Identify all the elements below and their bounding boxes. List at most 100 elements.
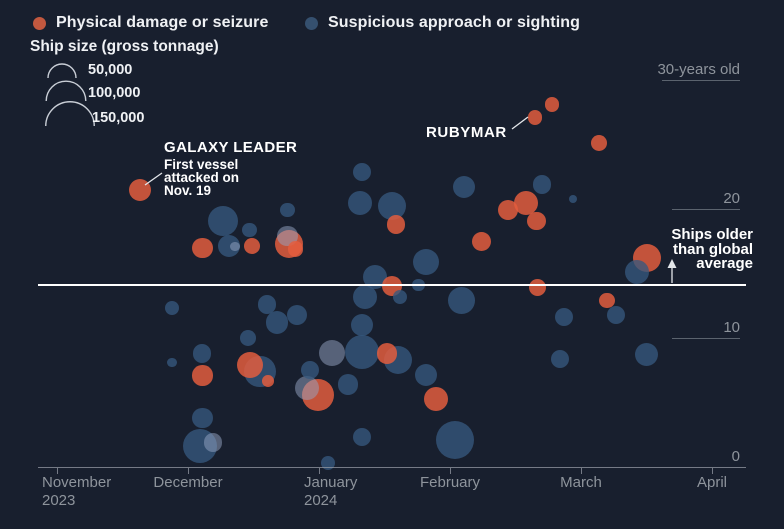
bubble-damage [192,237,213,258]
y-tick-rule-10 [672,338,740,339]
bubble-damage [236,352,263,379]
bubble-approach [321,455,336,471]
galaxy-leader-title: GALAXY LEADER [164,139,298,156]
bubble-approach [345,335,380,370]
bubble-approach [203,433,222,452]
bubble-damage [244,238,261,255]
approach-legend-dot-icon [305,16,318,30]
bubble-approach [242,222,257,237]
approach-legend-label: Suspicious approach or sighting [328,14,581,31]
x-tick-mark [581,468,582,474]
damage-legend-label: Physical damage or seizure [56,14,269,31]
bubble-approach [448,287,476,314]
bubble-approach [351,314,374,337]
bubble-damage-rubymar [528,110,543,125]
x-tick-mark [712,468,713,474]
x-tick-label-february: February [419,474,481,491]
bubble-damage [599,292,616,309]
rubymar-annotation: RUBYMAR [426,124,507,141]
bubble-approach [319,340,346,367]
bubble-approach [167,357,178,368]
bubble-damage [287,241,304,257]
x-tick-label-april: April [696,474,727,491]
bubble-damage [545,97,560,112]
bubble-approach [280,203,295,218]
bubble-approach [393,289,408,304]
size-legend-label: 100,000 [88,85,141,101]
galaxy-leader-body: First vessel attacked on Nov. 19 [164,157,240,198]
bubble-approach [436,420,475,459]
bubble-approach [352,284,377,309]
bubble-approach [217,235,240,258]
bubble-approach [208,205,239,236]
x-tick-mark [450,468,451,474]
x-tick-label-january: January 2024 [304,474,358,509]
y-tick-label-0: 0 [731,448,740,465]
x-axis-line [38,467,746,468]
bubble-approach [165,301,180,316]
rubymar-pointer-line [511,116,529,130]
bubble-approach [230,241,240,252]
size-legend-title: Ship size (gross tonnage) [30,38,219,55]
legend-item-damage: Physical damage or seizure [33,14,268,32]
bubble-damage [377,343,398,364]
size-legend-label: 150,000 [92,110,145,126]
x-tick-mark [319,468,320,474]
global-average-line [38,284,746,286]
size-legend-arc-icon [45,101,95,127]
x-tick-mark [188,468,189,474]
bubble-approach [625,260,650,285]
bubble-approach [337,374,358,395]
legend-item-approach: Suspicious approach or sighting [305,14,580,32]
bubble-damage [513,190,538,215]
bubble-approach [300,361,319,380]
damage-legend-dot-icon [33,16,46,30]
galaxy-leader-annotation: GALAXY LEADER First vessel attacked on N… [164,139,297,197]
bubble-approach [532,175,551,194]
y-tick-rule-20 [672,209,740,210]
bubble-damage [529,279,547,297]
bubble-damage [471,231,491,251]
bubble-approach [634,343,659,367]
bubble-damage [527,211,546,230]
bubble-approach [192,407,213,429]
bubble-approach [266,311,289,334]
x-tick-mark [57,468,58,474]
y-tick-label-20: 20 [723,190,740,207]
bubble-damage [591,135,608,152]
bubble-approach [415,364,438,387]
x-tick-label-november: November 2023 [42,474,112,509]
bubble-approach [286,304,307,325]
bubble-approach [550,349,570,368]
x-tick-year: 2024 [304,492,338,509]
x-tick-label-december: December [153,474,223,491]
bubble-damage [497,200,518,221]
bubble-approach [353,162,372,181]
size-legend-arc-icon [45,80,87,102]
size-legend-label: 50,000 [88,62,133,78]
bubble-damage [387,215,406,234]
bubble-approach [453,176,476,199]
y-tick-rule-30 [662,80,740,81]
bubble-damage [261,374,274,387]
bubble-approach [353,428,372,447]
bubble-damage-galaxy-leader [128,178,151,201]
bubble-approach [413,248,440,275]
bubble-approach [295,376,320,401]
bubble-damage [192,365,213,386]
bubble-approach [607,305,626,324]
bubble-approach [240,330,257,346]
y-tick-label-30: 30-years old [657,61,740,78]
bubble-approach [554,308,574,327]
x-tick-label-march: March [560,474,602,491]
bubble-damage [423,386,448,411]
bubble-approach [257,295,276,314]
bubble-approach [193,344,212,363]
y-tick-label-10: 10 [723,319,740,336]
x-tick-year: 2023 [42,492,76,509]
older-than-average-annotation: Ships older than global average [671,226,753,272]
size-legend-arc-icon [47,63,77,79]
bubble-approach [347,190,372,215]
bubble-approach [569,194,578,203]
